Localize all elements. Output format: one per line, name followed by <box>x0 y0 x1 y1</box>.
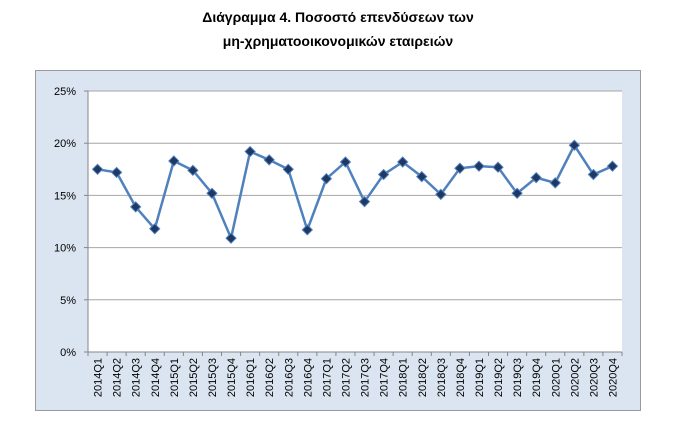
x-tick-label: 2018Q1 <box>398 358 410 397</box>
y-tick-label: 0% <box>60 347 76 359</box>
data-point <box>282 163 294 176</box>
x-tick-label: 2015Q2 <box>188 358 200 397</box>
x-tick-label: 2015Q3 <box>207 358 219 397</box>
x-tick-label: 2020Q2 <box>569 358 581 397</box>
data-point <box>110 166 123 179</box>
data-point <box>606 160 619 172</box>
x-tick-label: 2020Q3 <box>588 358 600 397</box>
data-point <box>149 223 161 235</box>
data-point <box>587 168 600 181</box>
x-tick-label: 2018Q4 <box>455 358 467 397</box>
data-point <box>416 170 428 183</box>
y-tick-label: 10% <box>54 243 76 255</box>
data-point <box>168 155 180 167</box>
series-line <box>97 142 613 243</box>
x-tick-label: 2016Q2 <box>264 358 276 397</box>
y-tick-label: 15% <box>54 190 76 202</box>
x-tick-label: 2016Q3 <box>283 358 295 397</box>
data-point <box>530 171 542 184</box>
data-point <box>377 168 390 181</box>
data-point <box>244 145 256 158</box>
data-point <box>473 160 485 172</box>
data-point <box>568 139 581 151</box>
y-tick-label: 20% <box>54 138 76 150</box>
x-tick-label: 2017Q1 <box>321 358 333 397</box>
data-point <box>339 156 352 168</box>
data-point <box>549 177 561 189</box>
data-point <box>396 156 409 168</box>
x-tick-label: 2014Q3 <box>131 358 143 397</box>
x-tick-label: 2016Q1 <box>245 358 257 397</box>
x-tick-label: 2015Q4 <box>226 358 238 397</box>
chart-title: Διάγραμμα 4. Ποσοστό επενδύσεων των <box>202 9 474 25</box>
data-point <box>435 188 447 201</box>
data-point <box>492 161 504 173</box>
x-tick-label: 2017Q3 <box>360 358 372 397</box>
x-tick-label: 2019Q1 <box>474 358 486 397</box>
data-point <box>454 162 466 174</box>
x-tick-label: 2014Q4 <box>150 358 162 397</box>
x-tick-label: 2014Q1 <box>93 358 105 397</box>
x-tick-label: 2019Q4 <box>531 358 543 397</box>
data-point <box>225 232 237 244</box>
data-point <box>320 172 333 185</box>
data-point <box>91 163 104 176</box>
y-tick-label: 25% <box>54 86 76 98</box>
x-tick-label: 2020Q4 <box>607 358 619 397</box>
x-tick-label: 2016Q4 <box>302 358 314 397</box>
data-point <box>511 187 523 200</box>
x-tick-label: 2017Q4 <box>379 358 391 397</box>
data-point <box>206 187 218 200</box>
x-tick-label: 2019Q3 <box>512 358 524 397</box>
data-point <box>129 201 142 213</box>
data-point <box>358 195 371 208</box>
plot-area <box>88 91 622 352</box>
x-tick-label: 2017Q2 <box>340 358 352 397</box>
x-tick-label: 2018Q2 <box>417 358 429 397</box>
x-tick-label: 2019Q2 <box>493 358 505 397</box>
x-tick-label: 2020Q1 <box>550 358 562 397</box>
y-tick-label: 5% <box>60 295 76 307</box>
data-point <box>187 164 199 177</box>
x-tick-label: 2018Q3 <box>436 358 448 397</box>
data-point <box>263 154 275 166</box>
x-tick-label: 2014Q2 <box>112 358 124 397</box>
chart-title: μη-χρηματοοικονομικών εταιρειών <box>223 33 454 49</box>
data-point <box>301 224 314 236</box>
x-tick-label: 2015Q1 <box>169 358 181 397</box>
